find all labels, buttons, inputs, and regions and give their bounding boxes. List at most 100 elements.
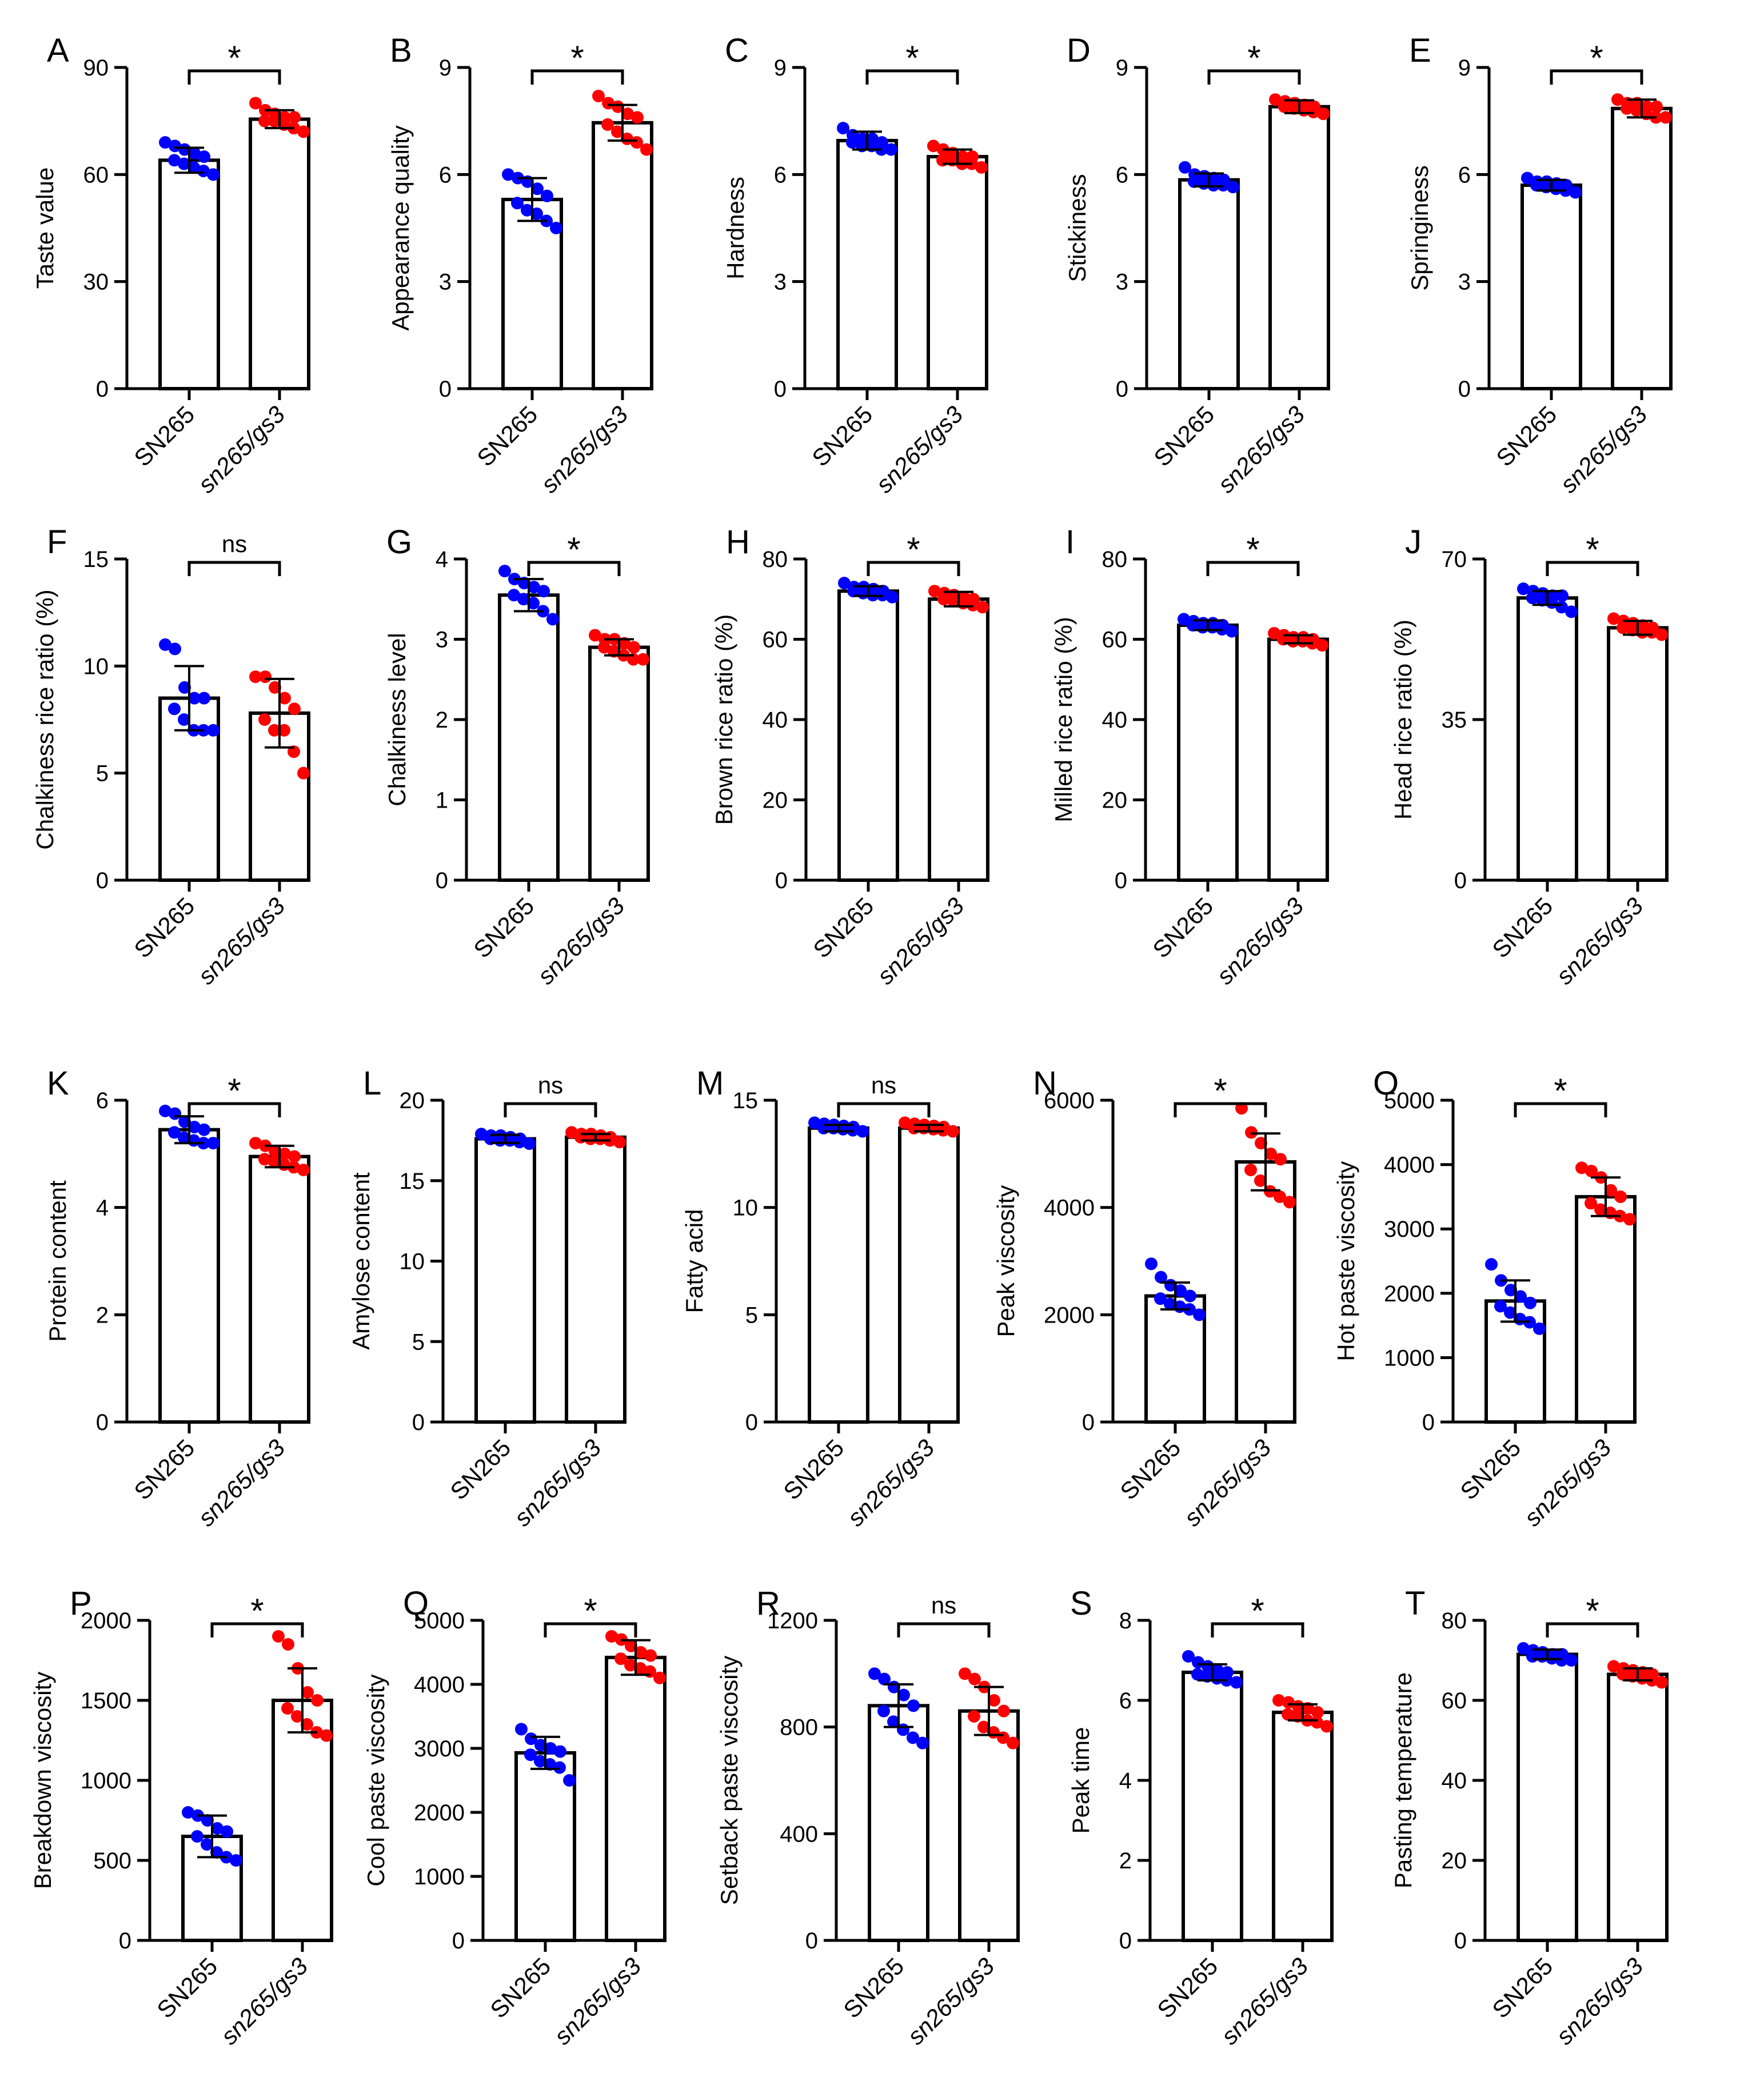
- panel-q: Q 0 1000 2000 3000 4000 5000 Cool paste viscosi…: [362, 1585, 667, 2050]
- data-point: [968, 1672, 981, 1685]
- data-point: [1623, 1213, 1636, 1226]
- y-tick-label: 3: [439, 270, 452, 295]
- data-point: [169, 642, 181, 656]
- significance-label: *: [1590, 39, 1603, 77]
- data-point: [1164, 1297, 1176, 1311]
- data-point: [1607, 612, 1620, 625]
- y-axis-label: Cool paste viscosity: [362, 1674, 389, 1886]
- data-point: [297, 766, 310, 780]
- y-axis-label: Head rice ratio (%): [1390, 620, 1416, 820]
- y-tick-label: 9: [1116, 55, 1128, 81]
- bar-sn265: [836, 139, 898, 390]
- x-tick-label: sn265/gs3: [1519, 1434, 1616, 1531]
- data-point: [187, 161, 200, 174]
- panel-letter: Q: [403, 1585, 429, 1622]
- significance-bracket: [1546, 1622, 1639, 1637]
- panel-h: H 0 20 40 60 80 Brown rice ratio (%) SN265sn265…: [711, 524, 989, 989]
- x-tick-label: SN265: [468, 892, 539, 963]
- panel-letter: J: [1405, 524, 1422, 561]
- y-tick-label: 60: [1442, 1688, 1467, 1713]
- panel-letter: N: [1033, 1065, 1057, 1102]
- data-point: [1227, 181, 1239, 194]
- y-tick-label: 0: [439, 377, 452, 402]
- y-tick-label: 2000: [1384, 1281, 1435, 1307]
- bar-sn265-gs3: [1575, 1195, 1637, 1424]
- x-tick-label: SN265: [1487, 1952, 1558, 2023]
- y-tick-label: 9: [1458, 55, 1471, 81]
- significance-bracket: [867, 561, 960, 576]
- significance-bracket: [897, 1622, 991, 1637]
- y-tick-label: 0: [1082, 1410, 1095, 1435]
- data-point: [258, 713, 271, 726]
- data-point: [886, 590, 899, 604]
- y-tick-label: 1000: [1384, 1345, 1435, 1371]
- data-point: [584, 1132, 597, 1145]
- data-point: [221, 1825, 233, 1838]
- x-tick-label: sn265/gs3: [532, 892, 629, 989]
- y-tick-label: 8: [1119, 1608, 1132, 1633]
- data-point: [1274, 1190, 1286, 1203]
- y-tick-label: 3000: [414, 1736, 465, 1762]
- panel-f: F 0 5 10 15 Chalkiness rice ratio (%) SN265sn2…: [31, 524, 310, 989]
- significance-label: *: [1246, 530, 1259, 569]
- data-point: [1530, 179, 1543, 192]
- data-point: [178, 1115, 191, 1128]
- x-tick-label: SN265: [151, 1952, 222, 2023]
- y-tick-label: 2: [436, 708, 448, 733]
- panel-o: O 0 1000 2000 3000 4000 5000 Hot paste viscosit…: [1332, 1065, 1637, 1531]
- data-point: [877, 1704, 890, 1717]
- panel-letter: G: [386, 524, 412, 561]
- bar-sn265: [1516, 1652, 1578, 1942]
- y-tick-label: 40: [1102, 708, 1128, 733]
- data-point: [997, 1704, 1010, 1717]
- data-point: [1272, 1694, 1285, 1707]
- data-point: [1188, 175, 1200, 188]
- data-point: [168, 154, 181, 167]
- data-point: [1569, 186, 1582, 199]
- data-point: [311, 1694, 324, 1707]
- y-tick-label: 6: [1116, 162, 1128, 187]
- y-tick-label: 4: [1119, 1768, 1132, 1794]
- data-point: [269, 681, 281, 694]
- data-point: [1614, 1190, 1627, 1203]
- data-point: [897, 1688, 910, 1701]
- data-point: [1517, 582, 1530, 596]
- data-point: [258, 1153, 271, 1166]
- panel-n: N 0 2000 4000 6000 Peak viscosity SN265sn265/g…: [992, 1065, 1296, 1531]
- panel-letter: L: [363, 1065, 381, 1102]
- data-point: [297, 125, 310, 138]
- x-tick-label: SN265: [807, 401, 877, 472]
- bar-sn265-gs3: [605, 1655, 667, 1942]
- data-point: [537, 585, 550, 598]
- data-point: [1585, 1197, 1597, 1210]
- data-point: [602, 97, 614, 110]
- panel-r: R 0 400 800 1200 Setback paste viscosity SN265…: [716, 1585, 1020, 2050]
- bar-sn265: [498, 593, 560, 882]
- y-tick-label: 4: [436, 547, 448, 572]
- data-point: [207, 168, 219, 181]
- data-point: [511, 197, 524, 210]
- data-point: [515, 1723, 528, 1736]
- x-tick-label: SN265: [1487, 892, 1558, 963]
- bar-sn265: [158, 158, 220, 390]
- significance-bracket: [1174, 1102, 1267, 1117]
- y-tick-label: 0: [436, 868, 448, 893]
- data-point: [1182, 1650, 1195, 1663]
- data-point: [975, 161, 988, 174]
- data-point: [634, 1646, 647, 1659]
- y-tick-label: 0: [1115, 868, 1127, 893]
- y-axis-label: Milled rice ratio (%): [1050, 617, 1077, 822]
- data-point: [1494, 1300, 1507, 1313]
- y-tick-label: 5: [412, 1329, 425, 1355]
- y-tick-label: 3: [1458, 270, 1471, 295]
- x-tick-label: sn265/gs3: [193, 401, 290, 498]
- data-point: [1626, 624, 1639, 637]
- data-point: [1630, 103, 1643, 117]
- x-tick-label: SN265: [1115, 1434, 1186, 1505]
- panel-letter: M: [696, 1065, 724, 1102]
- y-tick-label: 80: [1102, 547, 1128, 572]
- data-point: [1650, 100, 1663, 113]
- data-point: [605, 1630, 618, 1643]
- data-point: [1555, 1654, 1568, 1667]
